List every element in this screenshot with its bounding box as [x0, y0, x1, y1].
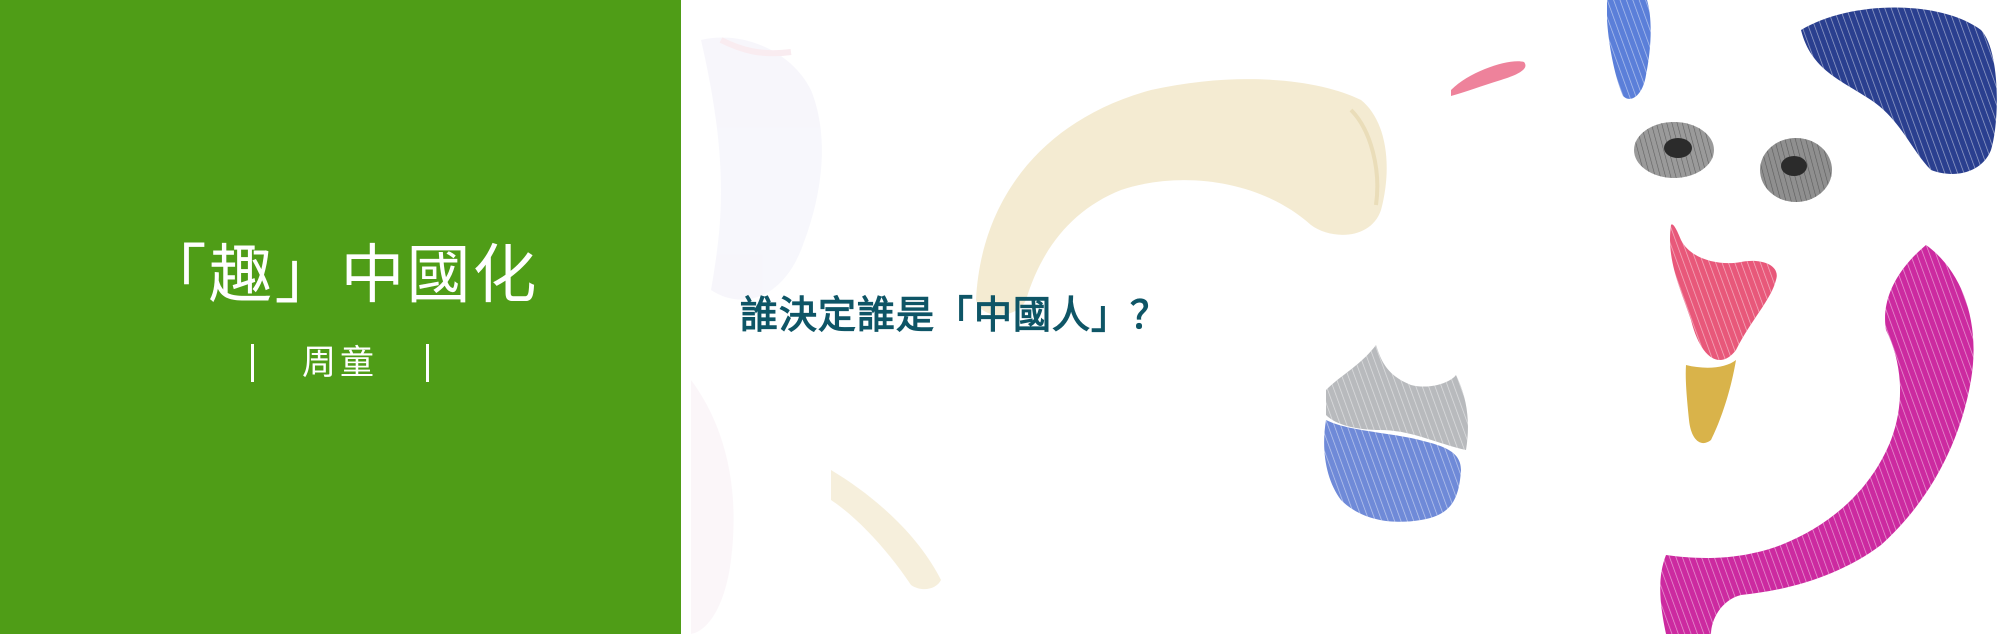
- byline-divider-right: [426, 344, 429, 382]
- collage-face-illustration: [691, 0, 1997, 634]
- author-name: 周童: [302, 343, 378, 383]
- article-headline[interactable]: 誰決定誰是「中國人」？: [740, 293, 1170, 337]
- author-byline: 周童: [0, 340, 681, 386]
- cream-curl-shape: [831, 470, 941, 590]
- column-title: 「趣」中國化: [142, 239, 539, 313]
- faint-face-fragments: [691, 37, 822, 634]
- byline-divider-left: [251, 344, 254, 382]
- cream-brow-shape: [976, 79, 1387, 315]
- column-panel: 「趣」中國化 周童: [0, 0, 681, 634]
- eyes-illustration: [1634, 122, 1832, 202]
- pink-brow-shape: [1451, 61, 1526, 96]
- yellow-lip-shape: [1685, 360, 1736, 444]
